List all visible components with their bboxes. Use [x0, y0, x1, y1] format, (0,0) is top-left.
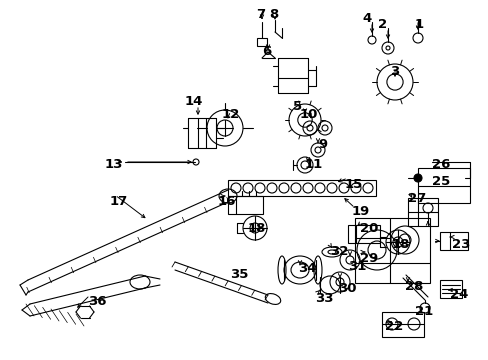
Bar	[354, 218, 429, 283]
Bar	[381, 312, 423, 337]
Bar	[439, 280, 461, 298]
Text: 27: 27	[407, 192, 426, 205]
Text: 30: 30	[337, 282, 356, 295]
Text: 7: 7	[256, 8, 264, 21]
Text: 26: 26	[431, 158, 449, 171]
Text: 33: 33	[314, 292, 333, 305]
Text: 3: 3	[389, 65, 398, 78]
Text: 22: 22	[384, 320, 403, 333]
Text: 12: 12	[222, 108, 240, 121]
Bar	[227, 196, 263, 214]
Text: 28: 28	[404, 280, 423, 293]
Text: 4: 4	[361, 12, 370, 25]
Bar	[257, 38, 266, 46]
Text: 15: 15	[345, 178, 363, 191]
Text: 19: 19	[351, 205, 369, 218]
Text: 21: 21	[414, 305, 432, 318]
Bar	[417, 168, 469, 203]
Text: 8: 8	[268, 8, 278, 21]
Text: 17: 17	[110, 195, 128, 208]
Text: 20: 20	[359, 222, 378, 235]
Text: 23: 23	[451, 238, 469, 251]
Text: 24: 24	[449, 288, 468, 301]
Bar	[439, 232, 467, 250]
Text: 1: 1	[414, 18, 423, 31]
Bar	[227, 180, 375, 196]
Text: 18: 18	[247, 222, 266, 235]
Text: 5: 5	[292, 100, 302, 113]
Text: 13: 13	[105, 158, 123, 171]
Bar	[347, 225, 379, 243]
Text: 34: 34	[297, 262, 316, 275]
Text: 36: 36	[88, 295, 106, 308]
Text: 6: 6	[262, 45, 271, 58]
Text: 32: 32	[329, 245, 347, 258]
Text: 11: 11	[305, 158, 323, 171]
Text: 14: 14	[184, 95, 203, 108]
Bar	[407, 198, 437, 226]
Circle shape	[413, 174, 421, 182]
Text: 16: 16	[218, 195, 236, 208]
Text: 18: 18	[391, 238, 409, 251]
Text: 2: 2	[377, 18, 386, 31]
Text: 10: 10	[299, 108, 318, 121]
Text: 9: 9	[317, 138, 326, 151]
Text: 25: 25	[431, 175, 449, 188]
Text: 29: 29	[359, 252, 378, 265]
Text: 31: 31	[347, 260, 366, 273]
Text: 35: 35	[229, 268, 248, 281]
